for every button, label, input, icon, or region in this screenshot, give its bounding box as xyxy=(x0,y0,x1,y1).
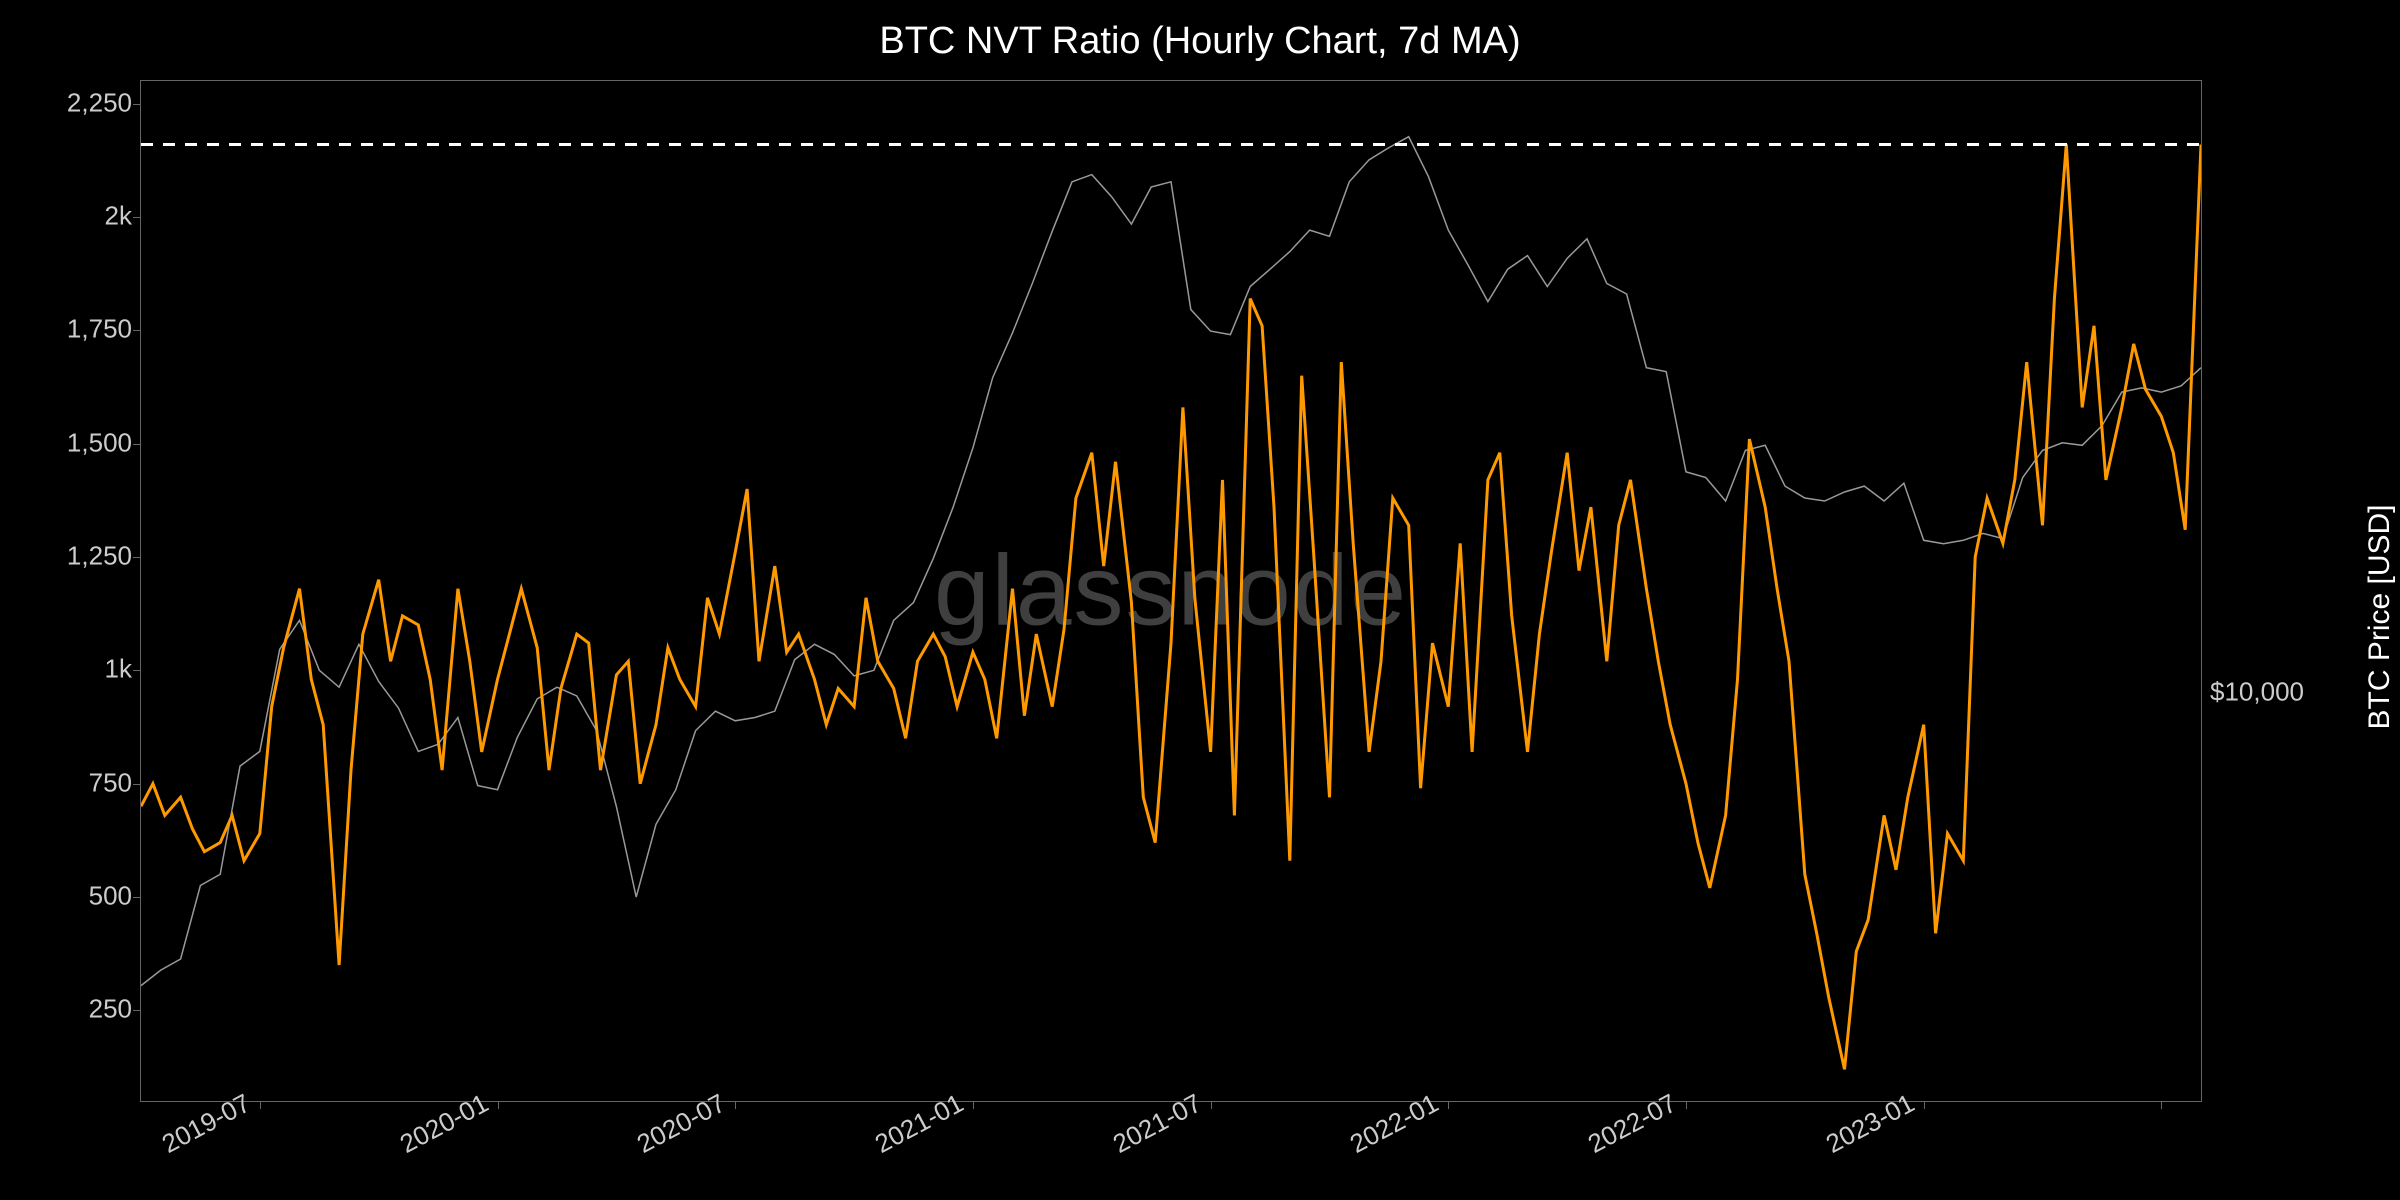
y-left-tick-label: 250 xyxy=(32,994,132,1025)
plot-area: glassnode xyxy=(140,80,2202,1102)
chart-title: BTC NVT Ratio (Hourly Chart, 7d MA) xyxy=(0,20,2400,63)
nvt_ratio-line xyxy=(141,145,2201,1070)
y-left-tick-label: 1,750 xyxy=(32,314,132,345)
right-axis-label: BTC Price [USD] xyxy=(2363,504,2397,729)
y-left-tick-label: 500 xyxy=(32,881,132,912)
chart-svg xyxy=(141,81,2201,1101)
y-left-tick-label: 1,250 xyxy=(32,541,132,572)
y-left-tick-label: 2,250 xyxy=(32,87,132,118)
y-left-tick-label: 750 xyxy=(32,767,132,798)
chart-container: BTC NVT Ratio (Hourly Chart, 7d MA) glas… xyxy=(0,0,2400,1200)
y-right-tick-label: $10,000 xyxy=(2210,677,2304,708)
y-left-tick-label: 1,500 xyxy=(32,427,132,458)
y-left-tick-label: 1k xyxy=(32,654,132,685)
y-left-tick-label: 2k xyxy=(32,201,132,232)
